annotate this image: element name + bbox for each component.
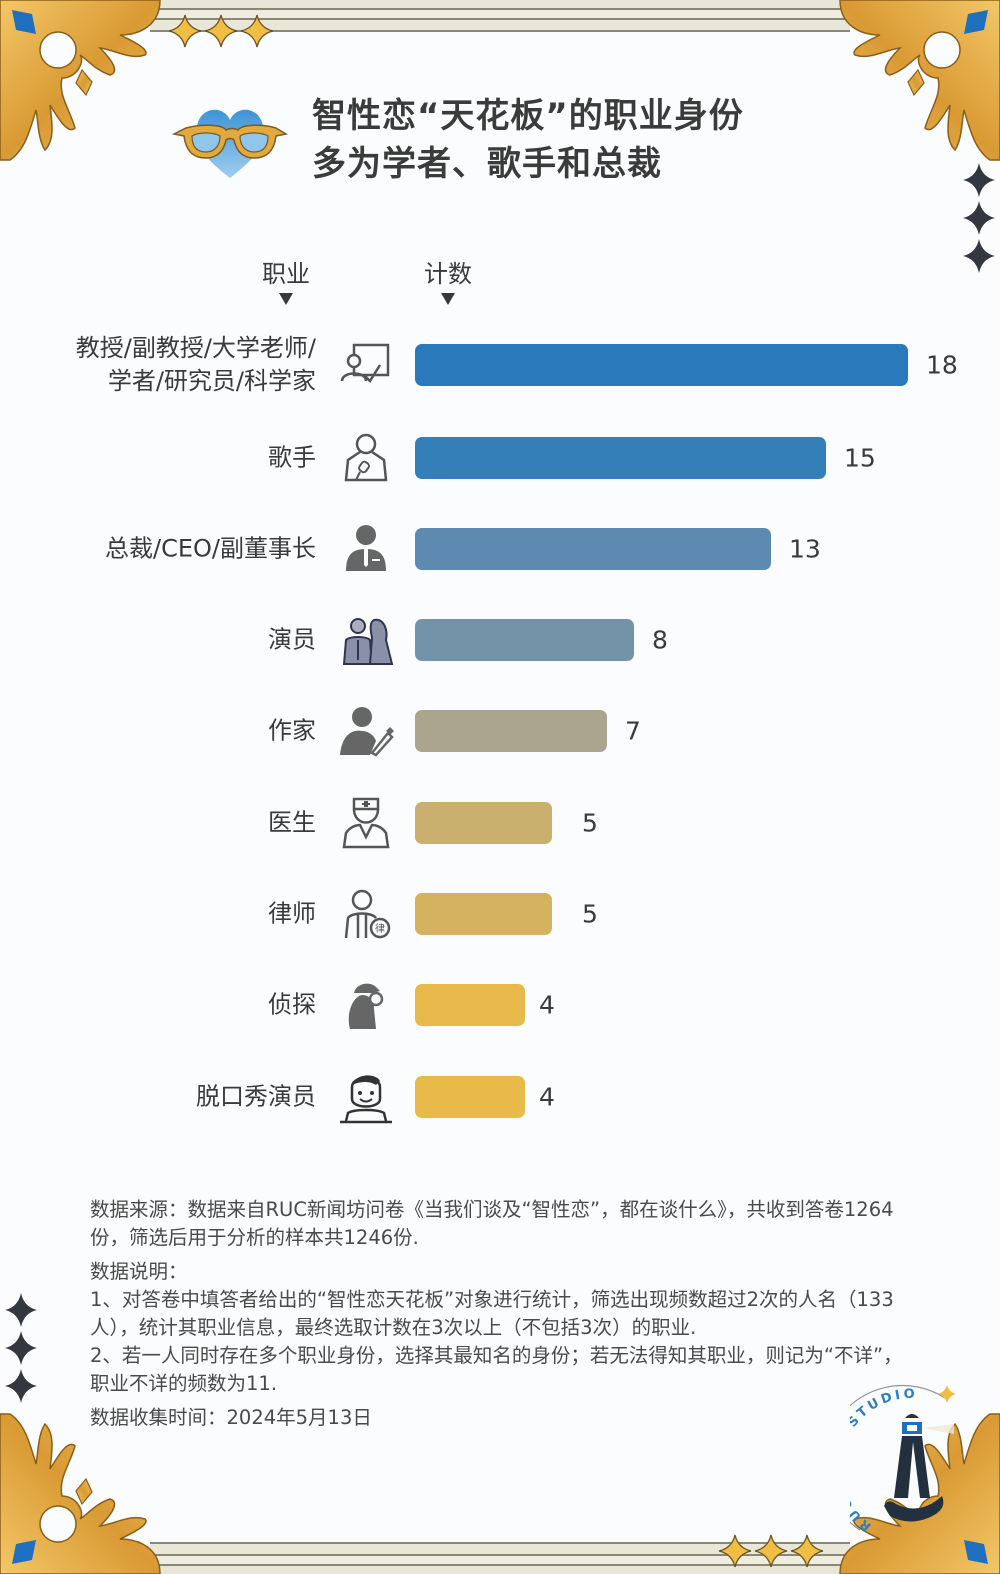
star-icon — [790, 1534, 824, 1568]
corner-ornament-icon — [839, 0, 1000, 161]
bar-value-label: 13 — [789, 534, 821, 564]
dark-stars-left — [4, 1292, 38, 1404]
title-line-2: 多为学者、歌手和总裁 — [312, 144, 662, 184]
ruc-news-studio-logo: RUC NEWS STUDIO — [850, 1384, 956, 1534]
corner-ornament-icon — [839, 1413, 1000, 1574]
star-icon — [5, 1331, 37, 1365]
occupation-label-line: 脱口秀演员 — [196, 1082, 316, 1111]
occupation-label-line: 演员 — [268, 625, 316, 654]
bar-row: 总裁/CEO/副董事长 13 — [0, 519, 1000, 579]
title-line-1: 智性恋“天花板”的职业身份 — [312, 96, 744, 136]
bar-row: 医生 5 — [0, 793, 1000, 853]
bar-row: 脱口秀演员 4 — [0, 1067, 1000, 1127]
occupation-label: 作家 — [268, 715, 316, 748]
occupation-label-line: 学者/研究员/科学家 — [107, 367, 316, 395]
down-arrow-icon — [279, 293, 293, 305]
heart-glasses-icon — [171, 109, 289, 178]
star-icon — [204, 14, 238, 48]
star-icon — [963, 201, 995, 235]
corner-ornament-icon — [0, 1413, 161, 1574]
bar-row: 律师律 5 — [0, 884, 1000, 944]
bar-value-label: 4 — [539, 1082, 555, 1112]
bar — [415, 619, 634, 661]
occupation-label: 总裁/CEO/副董事长 — [105, 533, 316, 566]
chart-notes: 数据来源：数据来自RUC新闻坊问卷《当我们谈及“智性恋”，都在谈什么》，共收到答… — [90, 1196, 920, 1438]
detective-icon — [336, 975, 396, 1035]
comedian-icon — [336, 1067, 396, 1127]
bar-value-label: 15 — [844, 443, 876, 473]
chart-title: 智性恋“天花板”的职业身份 多为学者、歌手和总裁 — [312, 92, 744, 188]
star-icon — [963, 239, 995, 273]
occupation-label-line: 律师 — [268, 899, 316, 928]
bar — [415, 1076, 525, 1118]
bar — [415, 802, 552, 844]
occupation-label-line: 侦探 — [268, 990, 316, 1019]
bar-value-label: 7 — [625, 716, 641, 746]
dark-stars-right — [962, 162, 996, 274]
data-explain-1: 1、对答卷中填答者给出的“智性恋天花板”对象进行统计，筛选出现频数超过2次的人名… — [90, 1288, 894, 1339]
occupation-label: 教授/副教授/大学老师/学者/研究员/科学家 — [76, 332, 316, 398]
occupation-label: 律师 — [268, 898, 316, 931]
doctor-icon — [336, 793, 396, 853]
count-header-label: 计数 — [424, 260, 472, 288]
bar-row: 歌手 15 — [0, 428, 1000, 488]
occupation-label: 侦探 — [268, 989, 316, 1022]
bar — [415, 710, 607, 752]
occupation-label: 演员 — [268, 624, 316, 657]
bar-value-label: 5 — [582, 808, 598, 838]
bar-value-label: 5 — [582, 899, 598, 929]
bar-value-label: 18 — [926, 350, 958, 380]
bar-value-label: 4 — [539, 990, 555, 1020]
occupation-label: 医生 — [268, 807, 316, 840]
star-icon — [168, 14, 202, 48]
occupation-header-label: 职业 — [262, 260, 310, 288]
star-icon — [5, 1293, 37, 1327]
star-icon — [963, 163, 995, 197]
actor-icon — [336, 610, 396, 670]
occupation-label-line: 医生 — [268, 808, 316, 837]
down-arrow-icon — [441, 293, 455, 305]
teacher-icon — [336, 335, 396, 395]
bar — [415, 984, 525, 1026]
occupation-label: 脱口秀演员 — [196, 1081, 316, 1114]
column-header-occupation: 职业 — [262, 254, 310, 305]
bar — [415, 528, 771, 570]
gold-stars-top — [168, 14, 274, 48]
occupation-label: 歌手 — [268, 442, 316, 475]
occupation-label-line: 歌手 — [268, 443, 316, 472]
star-icon — [718, 1534, 752, 1568]
data-explain-title: 数据说明： — [90, 1260, 188, 1283]
star-icon — [240, 14, 274, 48]
gold-stars-bottom — [718, 1534, 824, 1568]
bar-row: 作家 7 — [0, 701, 1000, 761]
data-collection-date: 数据收集时间：2024年5月13日 — [90, 1406, 372, 1429]
bar-row: 侦探 4 — [0, 975, 1000, 1035]
corner-ornament-icon — [0, 0, 161, 161]
ceo-icon — [336, 519, 396, 579]
chart-header: 智性恋“天花板”的职业身份 多为学者、歌手和总裁 — [170, 92, 744, 188]
writer-icon — [336, 701, 396, 761]
occupation-label-line: 教授/副教授/大学老师/ — [75, 334, 316, 362]
bar — [415, 344, 908, 386]
bar — [415, 893, 552, 935]
singer-icon — [336, 428, 396, 488]
column-header-count: 计数 — [424, 254, 472, 305]
bar — [415, 437, 826, 479]
occupation-label-line: 总裁/CEO/副董事长 — [105, 534, 316, 563]
bar-value-label: 8 — [652, 625, 668, 655]
bar-row: 教授/副教授/大学老师/学者/研究员/科学家 18 — [0, 332, 1000, 398]
star-icon — [754, 1534, 788, 1568]
data-source-note: 数据来源：数据来自RUC新闻坊问卷《当我们谈及“智性恋”，都在谈什么》，共收到答… — [90, 1198, 894, 1249]
star-icon — [5, 1369, 37, 1403]
bar-row: 演员 8 — [0, 610, 1000, 670]
svg-text:律: 律 — [375, 922, 385, 935]
occupation-label-line: 作家 — [268, 716, 316, 745]
data-explain-2: 2、若一人同时存在多个职业身份，选择其最知名的身份；若无法得知其职业，则记为“不… — [90, 1344, 903, 1395]
lawyer-icon: 律 — [336, 884, 396, 944]
